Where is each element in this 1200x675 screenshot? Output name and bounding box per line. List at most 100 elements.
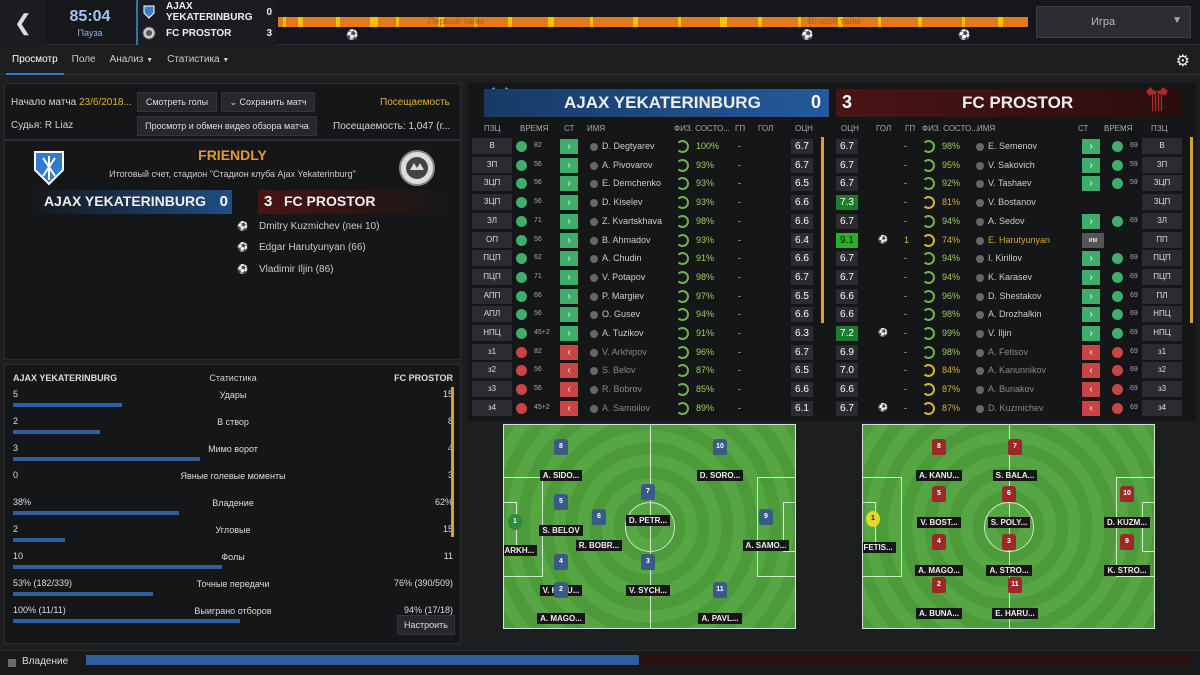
goal-marker-icon[interactable]: ⚽ [801,30,814,41]
table-row[interactable]: 6.6 - 87% A. Bunakov ‹ 69 з3 [828,381,1196,399]
table-row[interactable]: ЗП 56 › A. Pivovarov 93% - 6.7 [468,156,828,175]
back-button[interactable]: ❮ [0,0,46,45]
table-row[interactable]: АПП 66 › P. Margiev 97% - 6.5 [468,287,828,306]
info-icon[interactable] [590,180,598,189]
table-row[interactable]: ЗЦП 56 › D. Kiselev 93% - 6.6 [468,194,828,212]
substitute-button[interactable]: › [1082,307,1100,323]
pitch-player[interactable]: 2 A. BUNA... [904,577,974,619]
info-icon[interactable] [590,161,598,170]
info-icon[interactable] [976,273,984,282]
player-name[interactable]: O. Gusev [602,309,641,320]
info-icon[interactable] [590,199,598,208]
player-name[interactable]: V. Sakovich [988,159,1035,170]
table-row[interactable]: ОП 56 › B. Ahmadov 93% - 6.4 [468,231,828,250]
player-name[interactable]: A. Fetisov [988,346,1029,357]
substitute-button[interactable]: ‹ [1082,382,1100,398]
info-icon[interactable] [976,143,984,151]
info-icon[interactable] [976,367,984,376]
player-name[interactable]: E. Harutyunyan [988,234,1051,245]
info-icon[interactable] [976,330,984,338]
player-name[interactable]: V. Bostanov [988,197,1036,208]
info-icon[interactable] [976,180,984,189]
table-row[interactable]: з4 45+2 ‹ A. Samoilov 89% - 6.1 [468,399,828,418]
table-row[interactable]: 6.7 - 94% A. Sedov › 69 ЗЛ [828,212,1196,231]
goal-marker-icon[interactable]: ⚽ [958,30,971,41]
pitch-player[interactable]: 9 A. SAMO... [731,509,795,551]
table-row[interactable]: ПЦП 71 › V. Potapov 98% - 6.7 [468,268,828,287]
pitch-player[interactable]: 1 V. ARKH... [504,514,550,556]
table-row[interactable]: 6.6 - 98% A. Drozhalkin › 69 НПЦ [828,306,1196,324]
match-video-button[interactable]: Просмотр и обмен видео обзора матча [137,116,317,136]
substitute-button[interactable]: › [1082,157,1100,173]
table-row[interactable]: ПЦП 62 › A. Chudin 91% - 6.6 [468,250,828,268]
info-icon[interactable] [976,404,984,413]
table-row[interactable]: АПЛ 56 › O. Gusev 94% - 6.6 [468,306,828,324]
table-row[interactable]: ЗЛ 71 › Z. Kvartskhava 98% - 6.6 [468,212,828,231]
substitute-button[interactable]: › [560,288,578,304]
player-name[interactable]: D. Degtyarev [602,141,655,151]
game-menu-dropdown[interactable]: Игра ▼ [1036,6,1191,38]
scrollbar[interactable] [451,387,454,537]
pitch-player[interactable]: 7 S. BALA... [980,439,1050,481]
info-icon[interactable] [976,348,984,357]
substitute-button[interactable]: ‹ [560,400,578,416]
table-row[interactable]: 6.9 - 98% A. Fetisov ‹ 69 з1 [828,343,1196,362]
pitch-player[interactable]: 8 A. SIDO... [526,439,596,481]
match-timeline[interactable]: Первый тайм Второй тайм [278,16,1028,27]
substitute-button[interactable]: › [1082,326,1100,341]
tab-analysis[interactable]: Анализ ▼ [104,45,159,75]
info-icon[interactable] [590,348,598,357]
substitute-button[interactable]: › [1082,176,1100,192]
substitute-button[interactable]: › [560,195,578,211]
info-icon[interactable] [976,292,984,301]
substitute-button[interactable]: › [1082,139,1100,154]
substitute-button[interactable]: › [560,157,578,173]
player-name[interactable]: P. Margiev [602,290,644,301]
player-name[interactable]: E. Demchenko [602,178,662,189]
scrollbar[interactable] [821,137,824,323]
pitch-player[interactable]: 10 D. SORO... [685,439,755,481]
pitch-player[interactable]: 9 K. STRO... [1092,534,1154,576]
gear-icon[interactable]: ⚙ [1175,53,1190,70]
player-name[interactable]: D. Kuzmichev [988,402,1044,413]
scrollbar[interactable] [1190,137,1193,323]
info-icon[interactable] [590,330,598,338]
player-name[interactable]: A. Chudin [602,253,642,264]
table-row[interactable]: 6.7 - 98% E. Semenov › 69 В [828,138,1196,156]
substitute-button[interactable]: ‹ [1082,363,1100,379]
info-icon[interactable] [590,255,598,264]
info-icon[interactable] [590,236,598,245]
substitute-button[interactable]: › [560,213,578,229]
player-name[interactable]: A. Samoilov [602,402,651,413]
player-name[interactable]: V. Arkhipov [602,346,647,357]
info-icon[interactable] [590,367,598,376]
pitch-player[interactable]: 2 A. MAGO... [526,582,596,624]
info-icon[interactable] [976,217,984,226]
table-row[interactable]: 6.7 ⚽ - 87% D. Kuzmichev ‹ 69 з4 [828,399,1196,418]
player-name[interactable]: A. Tuzikov [602,328,644,338]
pitch-player[interactable]: 11 A. PAVL... [685,582,755,624]
substitute-button[interactable]: › [1082,288,1100,304]
substitute-button[interactable]: › [1082,269,1100,285]
substitute-button[interactable]: › [1082,213,1100,229]
player-name[interactable]: B. Ahmadov [602,234,651,245]
attendance-link[interactable]: Посещаемость [380,97,450,108]
pitch-player[interactable]: 11 E. HARU... [980,577,1050,619]
player-name[interactable]: V. Iljin [988,328,1012,338]
info-icon[interactable] [590,143,598,151]
info-icon[interactable] [976,255,984,264]
substitute-button[interactable]: › [560,232,578,248]
substitute-button[interactable]: ‹ [560,363,578,379]
table-row[interactable]: 6.7 - 94% I. Kirillov › 69 ПЦП [828,250,1196,268]
player-name[interactable]: K. Karasev [988,271,1033,282]
player-name[interactable]: A. Bunakov [988,384,1035,395]
table-row[interactable]: 6.6 - 96% D. Shestakov › 69 ПЛ [828,287,1196,306]
info-icon[interactable] [590,311,598,320]
table-row[interactable]: з2 56 ‹ S. Belov 87% - 6.5 [468,362,828,380]
watch-goals-button[interactable]: Смотреть голы [137,92,217,112]
table-row[interactable]: НПЦ 45+2 › A. Tuzikov 91% - 6.3 [468,325,828,343]
player-name[interactable]: D. Shestakov [988,290,1042,301]
substitute-button[interactable]: › [560,326,578,341]
table-row[interactable]: 6.7 - 92% V. Tashaev › 59 ЗЦП [828,175,1196,193]
substitute-button[interactable]: ‹ [1082,344,1100,360]
